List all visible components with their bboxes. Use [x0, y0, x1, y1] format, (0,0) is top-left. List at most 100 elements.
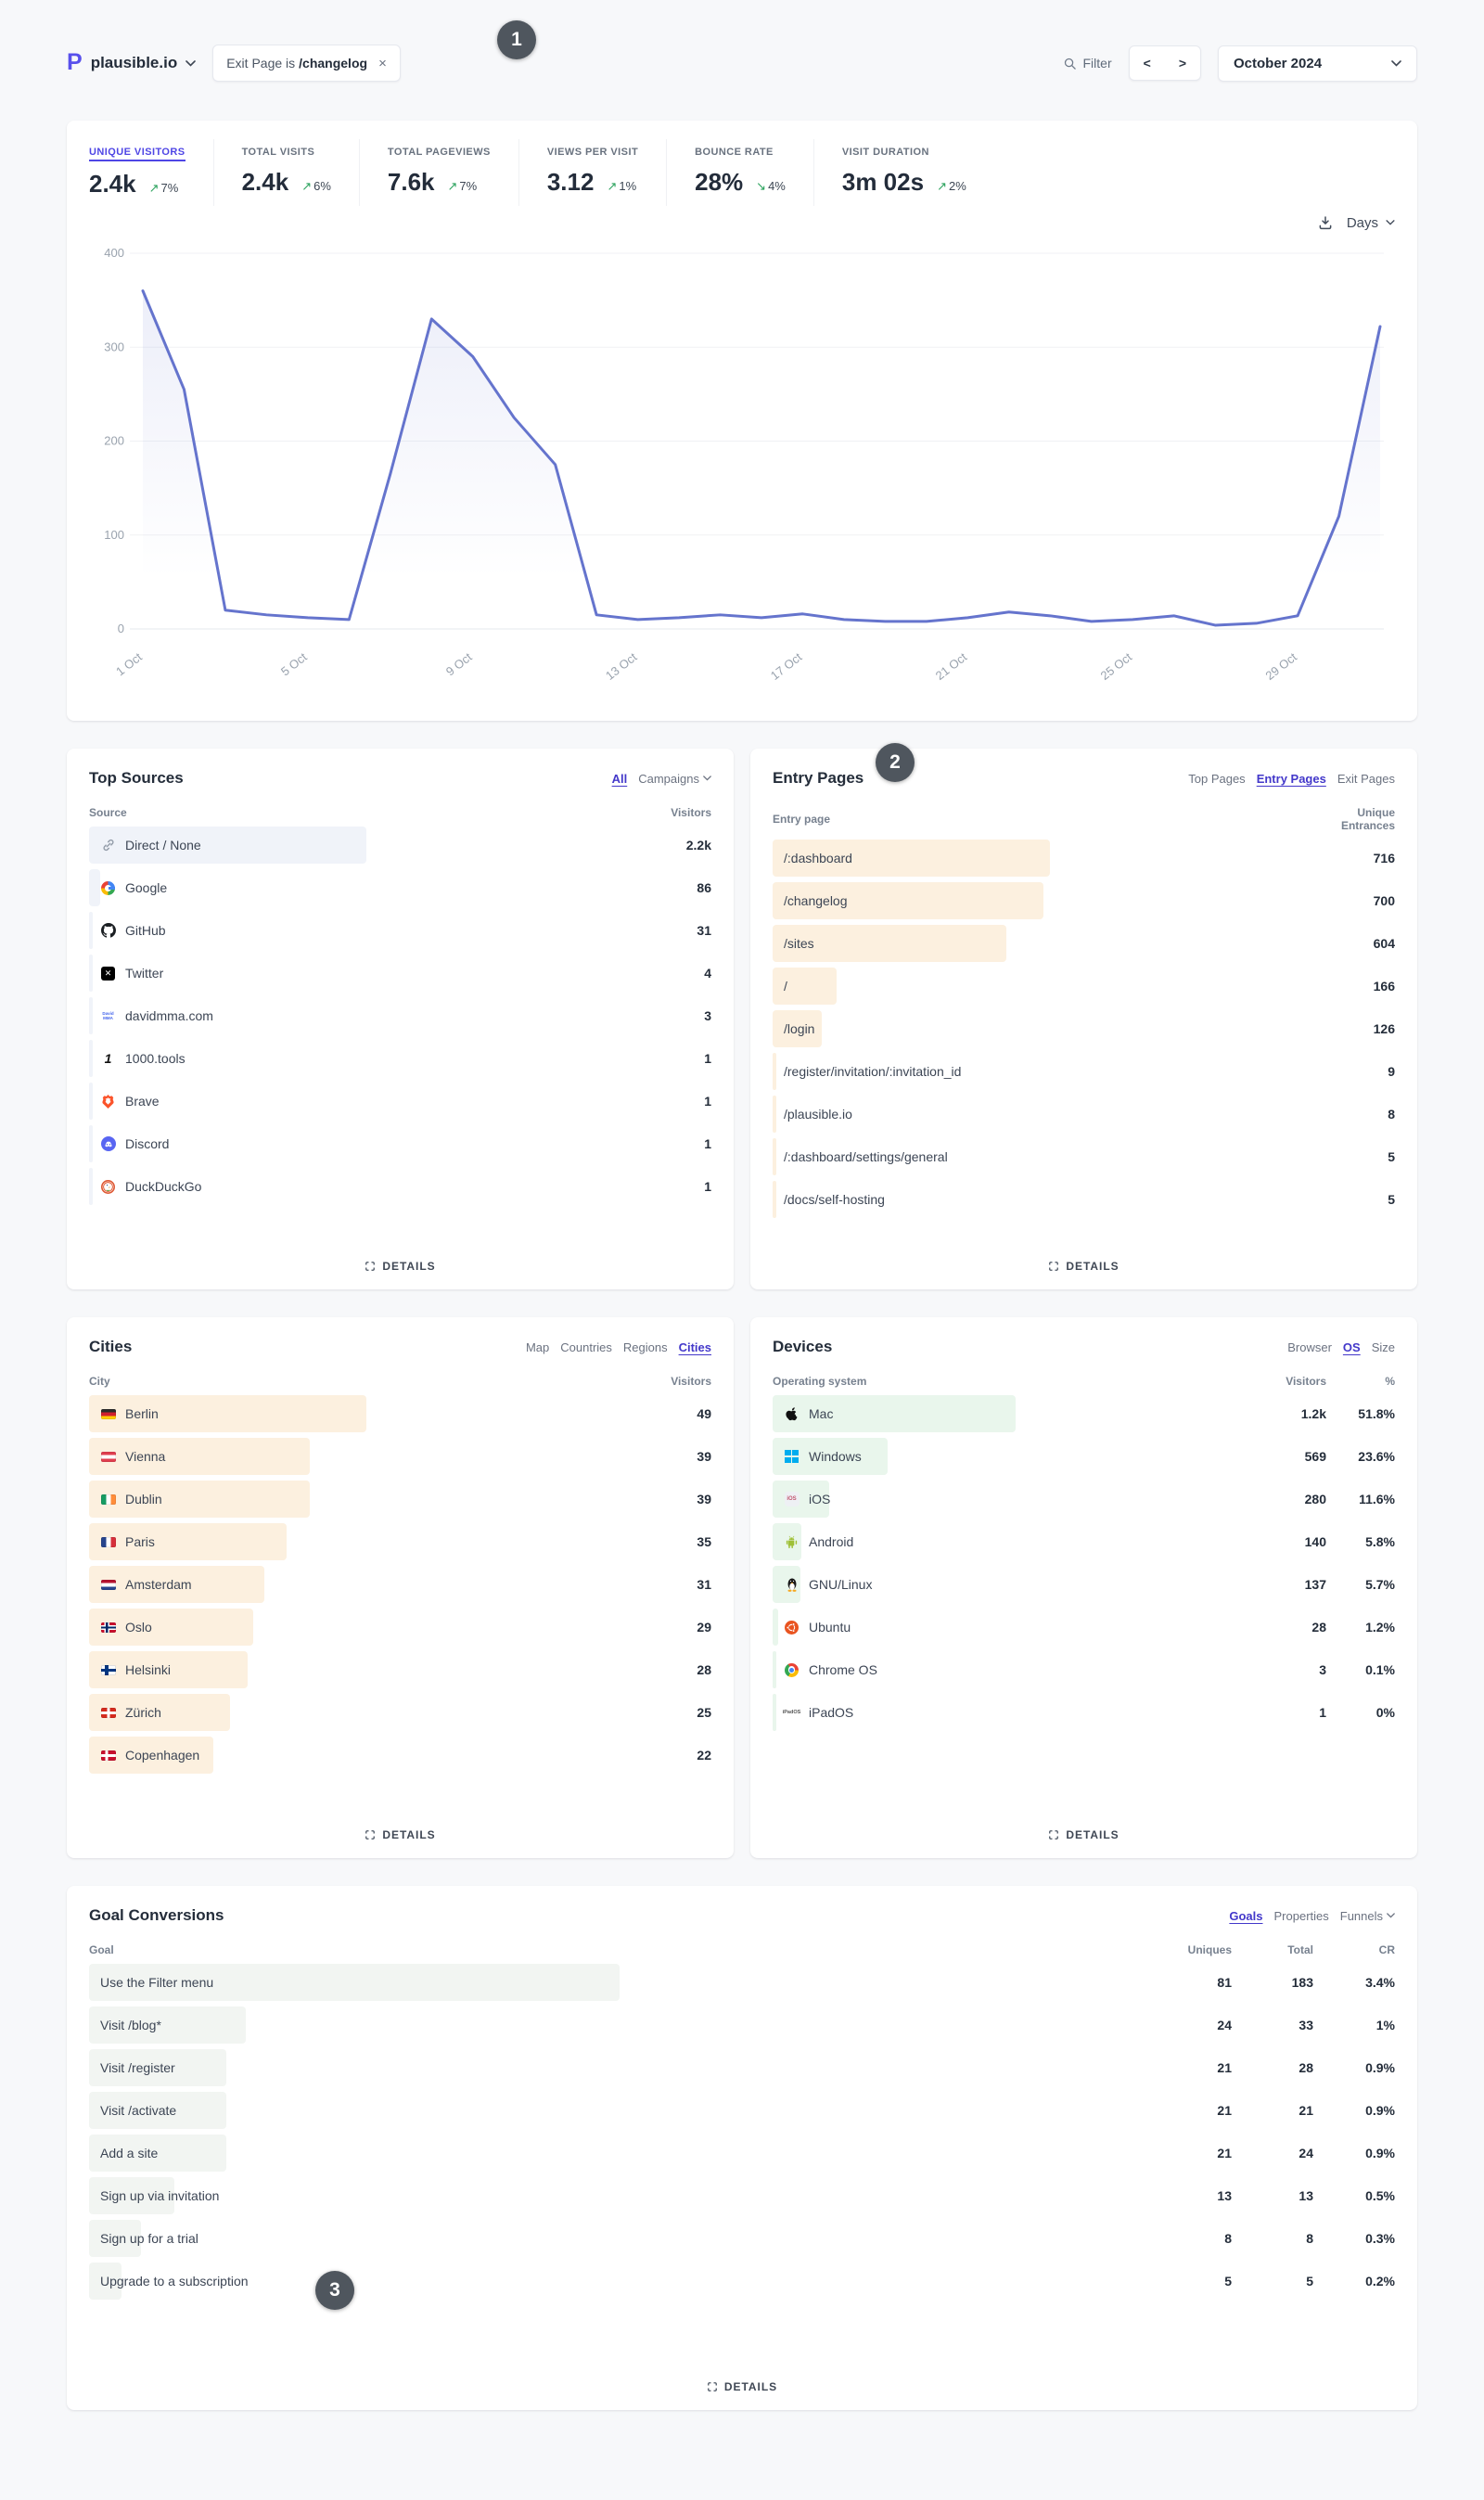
expand-icon [708, 2382, 717, 2391]
prev-period-button[interactable]: < [1143, 56, 1151, 71]
plausible-dashboard: P plausible.io Exit Page is /changelog ×… [67, 0, 1417, 2494]
table-row[interactable]: Copenhagen 22 [89, 1737, 711, 1774]
table-row[interactable]: /changelog 700 [773, 882, 1395, 919]
table-row[interactable]: /:dashboard/settings/general 5 [773, 1138, 1395, 1175]
row-label: davidmma.com [125, 1008, 213, 1023]
active-filter-pill[interactable]: Exit Page is /changelog × [212, 45, 401, 82]
table-row[interactable]: Android 140 5.8% [773, 1523, 1395, 1560]
row-value: 9 [1388, 1064, 1395, 1079]
table-row[interactable]: Google 86 [89, 869, 711, 906]
tab-browser[interactable]: Browser [1287, 1340, 1332, 1354]
svg-text:300: 300 [104, 340, 124, 353]
table-row[interactable]: Oslo 29 [89, 1609, 711, 1646]
table-row[interactable]: /:dashboard 716 [773, 840, 1395, 877]
row-bar [89, 2263, 122, 2300]
tab-cities[interactable]: Cities [678, 1340, 711, 1354]
filter-pill-value: /changelog [299, 56, 368, 71]
table-row[interactable]: Visit /register 21 28 0.9% [89, 2049, 1395, 2086]
table-row[interactable]: Use the Filter menu 81 183 3.4% [89, 1964, 1395, 2001]
remove-filter-icon[interactable]: × [378, 55, 387, 71]
table-row[interactable]: /login 126 [773, 1010, 1395, 1047]
panel-rows: Mac 1.2k 51.8% Windows 569 23.6% iOS iOS 280 11.6… [773, 1395, 1395, 1731]
table-row[interactable]: /register/invitation/:invitation_id 9 [773, 1053, 1395, 1090]
table-row[interactable]: /sites 604 [773, 925, 1395, 962]
tab-properties[interactable]: Properties [1273, 1908, 1329, 1923]
arrow-up-right-icon: ↗ [607, 179, 618, 193]
table-row[interactable]: DuckDuckGo 1 [89, 1168, 711, 1205]
next-period-button[interactable]: > [1178, 56, 1186, 71]
table-row[interactable]: Chrome OS 3 0.1% [773, 1651, 1395, 1688]
site-picker[interactable]: P plausible.io [67, 50, 197, 75]
tab-entry-pages[interactable]: Entry Pages [1256, 771, 1326, 786]
table-row[interactable]: /docs/self-hosting 5 [773, 1181, 1395, 1218]
table-row[interactable]: Discord 1 [89, 1125, 711, 1162]
panel-goals: Goal Conversions Goals Properties Funnels G… [67, 1886, 1417, 2410]
period-select[interactable]: October 2024 [1218, 45, 1417, 82]
details-button[interactable]: DETAILS [89, 2362, 1395, 2393]
download-export-button[interactable] [1317, 214, 1334, 231]
table-row[interactable]: Amsterdam 31 [89, 1566, 711, 1603]
table-row[interactable]: Berlin 49 [89, 1395, 711, 1432]
tab-campaigns[interactable]: Campaigns [638, 772, 711, 786]
table-row[interactable]: Add a site 21 24 0.9% [89, 2135, 1395, 2172]
tab-goals[interactable]: Goals [1229, 1908, 1263, 1923]
tab-os[interactable]: OS [1342, 1340, 1361, 1354]
row-bar [773, 1651, 776, 1688]
row-value: 183 [1291, 1975, 1313, 1990]
row-value: 5.8% [1365, 1534, 1395, 1549]
column-header: Goal [89, 1943, 114, 1956]
table-row[interactable]: Visit /activate 21 21 0.9% [89, 2092, 1395, 2129]
table-row[interactable]: iOS iOS 280 11.6% [773, 1481, 1395, 1518]
tab-map[interactable]: Map [525, 1340, 550, 1354]
table-row[interactable]: Ubuntu 28 1.2% [773, 1609, 1395, 1646]
details-button[interactable]: DETAILS [89, 1241, 711, 1273]
row-value: 39 [697, 1492, 711, 1506]
tab-regions[interactable]: Regions [622, 1340, 668, 1354]
table-row[interactable]: Direct / None 2.2k [89, 827, 711, 864]
table-row[interactable]: / 166 [773, 968, 1395, 1005]
table-row[interactable]: Brave 1 [89, 1083, 711, 1120]
row-bar-zone: Chrome OS [773, 1651, 1016, 1688]
table-row[interactable]: 1 1000.tools 1 [89, 1040, 711, 1077]
row-label: Oslo [125, 1620, 152, 1635]
tab-all[interactable]: All [611, 771, 628, 786]
stat-total-pageviews[interactable]: TOTAL PAGEVIEWS 7.6k ↗ 7% [358, 139, 518, 206]
details-button[interactable]: DETAILS [773, 1241, 1395, 1273]
tab-exit-pages[interactable]: Exit Pages [1337, 771, 1395, 786]
tab-top-pages[interactable]: Top Pages [1188, 771, 1246, 786]
stat-unique-visitors[interactable]: UNIQUE VISITORS 2.4k ↗ 7% [89, 139, 213, 208]
table-row[interactable]: Vienna 39 [89, 1438, 711, 1475]
stat-views-per-visit[interactable]: VIEWS PER VISIT 3.12 ↗ 1% [518, 139, 666, 206]
details-button[interactable]: DETAILS [89, 1810, 711, 1841]
stat-bounce-rate[interactable]: BOUNCE RATE 28% ↘ 4% [666, 139, 813, 206]
table-row[interactable]: Mac 1.2k 51.8% [773, 1395, 1395, 1432]
table-row[interactable]: Windows 569 23.6% [773, 1438, 1395, 1475]
table-row[interactable]: GitHub 31 [89, 912, 711, 949]
table-row[interactable]: Upgrade to a subscription 5 5 0.2% [89, 2263, 1395, 2300]
interval-select[interactable]: Days [1347, 215, 1395, 231]
tab-countries[interactable]: Countries [560, 1340, 612, 1354]
table-row[interactable]: Paris 35 [89, 1523, 711, 1560]
table-row[interactable]: Visit /blog* 24 33 1% [89, 2006, 1395, 2044]
table-row[interactable]: Sign up via invitation 13 13 0.5% [89, 2177, 1395, 2214]
filter-button[interactable]: Filter [1063, 56, 1112, 71]
row-label: Amsterdam [125, 1577, 192, 1592]
tab-funnels[interactable]: Funnels [1340, 1909, 1395, 1923]
table-row[interactable]: Dublin 39 [89, 1481, 711, 1518]
details-button[interactable]: DETAILS [773, 1810, 1395, 1841]
table-row[interactable]: Helsinki 28 [89, 1651, 711, 1688]
expand-icon [1049, 1830, 1059, 1840]
table-row[interactable]: ✕ Twitter 4 [89, 955, 711, 992]
stat-visit-duration[interactable]: VISIT DURATION 3m 02s ↗ 2% [812, 139, 994, 206]
table-row[interactable]: David MMA davidmma.com 3 [89, 997, 711, 1034]
table-row[interactable]: /plausible.io 8 [773, 1096, 1395, 1133]
row-bar-zone: Paris [89, 1523, 366, 1560]
row-bar [773, 1053, 776, 1090]
table-row[interactable]: GNU/Linux 137 5.7% [773, 1566, 1395, 1603]
row-bar [773, 1694, 776, 1731]
tab-size[interactable]: Size [1371, 1340, 1395, 1354]
table-row[interactable]: iPadOS iPadOS 1 0% [773, 1694, 1395, 1731]
table-row[interactable]: Zürich 25 [89, 1694, 711, 1731]
stat-total-visits[interactable]: TOTAL VISITS 2.4k ↗ 6% [212, 139, 359, 206]
table-row[interactable]: Sign up for a trial 8 8 0.3% [89, 2220, 1395, 2257]
